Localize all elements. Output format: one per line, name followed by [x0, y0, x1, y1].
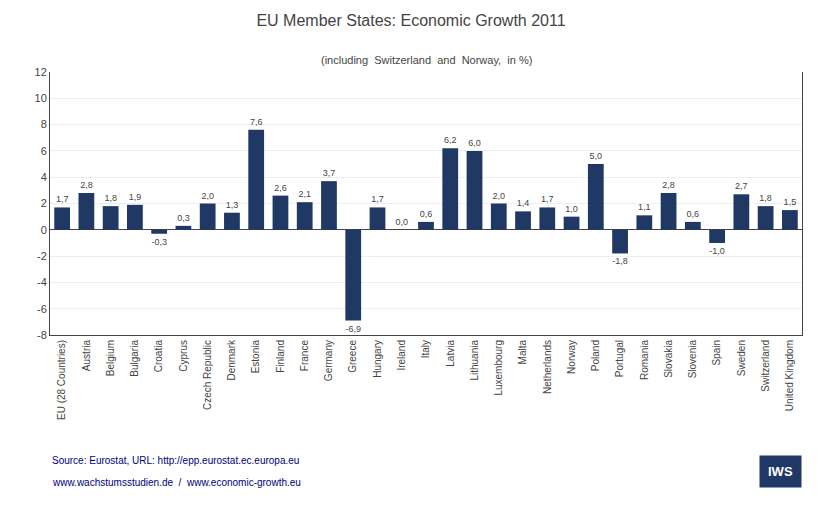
svg-text:2,8: 2,8: [80, 180, 93, 190]
svg-text:1,8: 1,8: [759, 193, 772, 203]
svg-text:10: 10: [35, 92, 47, 104]
svg-text:1,7: 1,7: [371, 194, 384, 204]
svg-text:Luxembourg: Luxembourg: [493, 340, 504, 396]
svg-text:Belgium: Belgium: [105, 340, 116, 376]
svg-text:Denmark: Denmark: [226, 339, 237, 381]
svg-text:(including Switzerland and: (including Switzerland and Norway, in %): [321, 54, 532, 66]
svg-text:France: France: [299, 340, 310, 372]
svg-text:-4: -4: [37, 276, 47, 288]
svg-text:Sweden: Sweden: [736, 340, 747, 376]
svg-text:IWS: IWS: [768, 464, 793, 479]
svg-text:2,0: 2,0: [493, 191, 506, 201]
svg-text:5,0: 5,0: [590, 151, 603, 161]
svg-text:2,0: 2,0: [201, 191, 214, 201]
svg-text:Germany: Germany: [323, 340, 334, 381]
svg-text:7,6: 7,6: [250, 117, 263, 127]
svg-text:1,7: 1,7: [56, 194, 69, 204]
svg-text:Ireland: Ireland: [396, 340, 407, 371]
svg-text:Malta: Malta: [517, 340, 528, 365]
svg-text:Portugal: Portugal: [614, 340, 625, 377]
svg-text:Estonia: Estonia: [250, 340, 261, 374]
svg-text:6,2: 6,2: [444, 135, 457, 145]
svg-text:Spain: Spain: [711, 340, 722, 366]
svg-text:0,0: 0,0: [395, 217, 408, 227]
svg-text:1,1: 1,1: [638, 202, 651, 212]
svg-text:6: 6: [41, 145, 47, 157]
svg-text:1,8: 1,8: [104, 193, 117, 203]
svg-text:Italy: Italy: [420, 340, 431, 358]
svg-text:1,0: 1,0: [565, 204, 578, 214]
svg-text:Finland: Finland: [275, 340, 286, 373]
svg-text:2,7: 2,7: [735, 181, 748, 191]
svg-text:Austria: Austria: [81, 340, 92, 372]
svg-text:Romania: Romania: [639, 340, 650, 380]
svg-text:Croatia: Croatia: [153, 340, 164, 373]
svg-text:United Kingdom: United Kingdom: [784, 340, 795, 411]
svg-text:1,3: 1,3: [226, 200, 239, 210]
svg-text:-6,9: -6,9: [345, 324, 361, 334]
svg-text:12: 12: [35, 66, 47, 78]
svg-text:Norway: Norway: [566, 340, 577, 374]
svg-text:Cyprus: Cyprus: [178, 340, 189, 372]
svg-text:-2: -2: [37, 250, 47, 262]
svg-text:2: 2: [41, 197, 47, 209]
svg-text:1,4: 1,4: [517, 198, 530, 208]
svg-text:Slovakia: Slovakia: [663, 340, 674, 378]
svg-text:0,3: 0,3: [177, 213, 190, 223]
svg-text:Greece: Greece: [347, 340, 358, 373]
svg-text:EU (28 Countries): EU (28 Countries): [56, 340, 67, 420]
svg-text:3,7: 3,7: [323, 168, 336, 178]
svg-text:-1,0: -1,0: [709, 246, 725, 256]
svg-text:1,7: 1,7: [541, 194, 554, 204]
svg-text:Latvia: Latvia: [445, 340, 456, 367]
svg-text:EU Member States: Economic Gro: EU Member States: Economic Growth 2011: [256, 12, 565, 29]
svg-text:Lithuania: Lithuania: [469, 340, 480, 381]
svg-text:0,6: 0,6: [420, 209, 433, 219]
svg-text:2,6: 2,6: [274, 183, 287, 193]
svg-text:0: 0: [41, 224, 47, 236]
svg-text:Switzerland: Switzerland: [760, 340, 771, 392]
svg-text:2,8: 2,8: [662, 180, 675, 190]
svg-text:Czech Republic: Czech Republic: [202, 340, 213, 410]
svg-text:2,1: 2,1: [298, 189, 311, 199]
svg-text:-8: -8: [37, 329, 47, 341]
svg-text:6,0: 6,0: [468, 138, 481, 148]
svg-text:www.wachstumsstudien.de / ww: www.wachstumsstudien.de / www.economic-g…: [52, 477, 301, 488]
svg-text:-1,8: -1,8: [612, 256, 628, 266]
svg-text:0,6: 0,6: [687, 209, 700, 219]
svg-text:Poland: Poland: [590, 340, 601, 371]
svg-text:Source: Eurostat, URL: http://: Source: Eurostat, URL: http://epp.eurost…: [52, 455, 299, 466]
svg-text:1,9: 1,9: [129, 192, 142, 202]
svg-text:4: 4: [41, 171, 47, 183]
svg-text:-6: -6: [37, 303, 47, 315]
svg-text:1,5: 1,5: [784, 197, 797, 207]
svg-text:8: 8: [41, 118, 47, 130]
svg-text:-0,3: -0,3: [151, 237, 167, 247]
svg-text:Hungary: Hungary: [372, 340, 383, 378]
svg-text:Netherlands: Netherlands: [542, 340, 553, 394]
svg-text:Bulgaria: Bulgaria: [129, 340, 140, 377]
svg-text:Slovenia: Slovenia: [687, 340, 698, 379]
